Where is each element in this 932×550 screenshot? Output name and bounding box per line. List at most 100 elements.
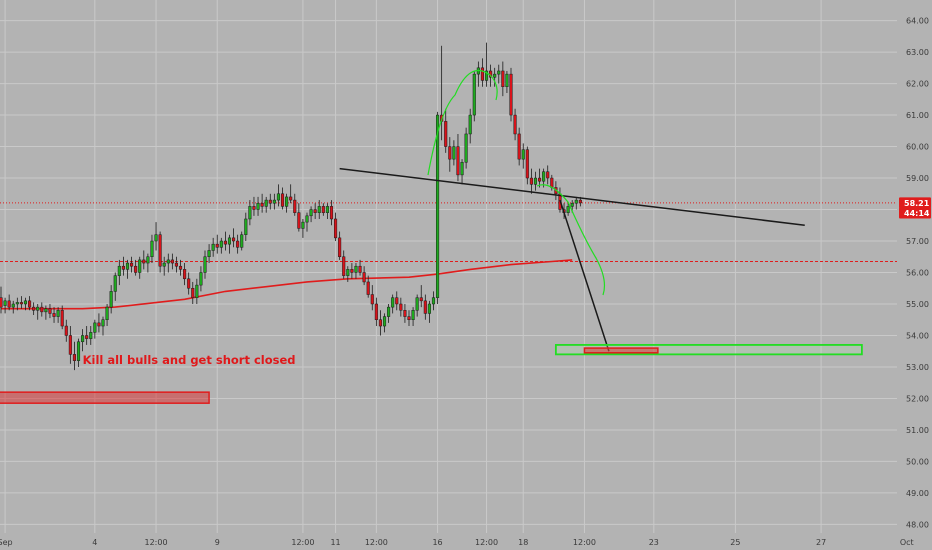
candle-body-up	[105, 306, 109, 320]
x-tick-label: Sep	[0, 538, 13, 547]
candle	[236, 234, 240, 254]
candle	[150, 234, 154, 264]
candle-body-up	[542, 171, 546, 182]
candle	[154, 222, 158, 251]
candle	[252, 196, 256, 216]
candle	[546, 165, 550, 185]
candle	[0, 286, 3, 314]
candle	[574, 196, 578, 210]
candle	[130, 256, 134, 273]
neckline	[339, 167, 805, 227]
candle	[68, 326, 72, 364]
candle-body-down	[480, 67, 484, 81]
candle	[60, 305, 64, 330]
candle	[407, 310, 411, 327]
candle-body-down	[174, 262, 178, 267]
candle	[256, 196, 260, 216]
candle-body-down	[232, 237, 236, 242]
candle	[240, 231, 244, 251]
candle-body-up	[56, 310, 60, 317]
candle-body-up	[11, 303, 15, 308]
candle-body-down	[313, 209, 317, 213]
candle-body-down	[268, 199, 272, 204]
candle	[232, 228, 236, 248]
candle	[403, 303, 407, 323]
zones[interactable]	[0, 344, 863, 404]
price-axis[interactable]: 64.0063.0062.0061.0060.0059.0058.0057.00…	[897, 0, 932, 550]
candle-body-up	[93, 322, 97, 333]
candle	[183, 263, 187, 286]
candle-body-up	[15, 302, 19, 305]
x-tick-label: 12:00	[145, 538, 168, 547]
candle	[387, 303, 391, 323]
candle-body-down	[130, 262, 134, 267]
candle	[117, 259, 121, 286]
candle-body-up	[301, 221, 305, 229]
candle-body-down	[183, 269, 187, 280]
candle	[7, 294, 11, 311]
y-tick-label: 55.00	[906, 300, 929, 309]
projection-line	[559, 199, 610, 352]
time-axis[interactable]: Sep 4 12:00 9 12:00 11 12:00 16 12:00 18 12:00 23 25…	[0, 533, 914, 550]
candle-body-down	[448, 146, 452, 160]
candle	[215, 234, 219, 254]
y-tick-label: 63.00	[906, 48, 929, 57]
candlestick-series	[0, 42, 582, 371]
x-tick-label: 12:00	[475, 538, 498, 547]
candle-body-up	[464, 133, 468, 163]
x-tick-label: 12:00	[573, 538, 596, 547]
candle-body-up	[305, 215, 309, 223]
candle-body-down	[321, 206, 325, 213]
candle	[11, 300, 15, 314]
candle-body-up	[146, 256, 150, 264]
candle	[178, 259, 183, 276]
candle	[399, 297, 403, 317]
green-head-arc	[427, 70, 498, 176]
candle-body-down	[501, 70, 505, 87]
candle-body-down	[60, 310, 64, 327]
y-tick-label: 53.00	[906, 363, 929, 372]
candle-body-up	[203, 256, 207, 273]
candle	[64, 319, 68, 342]
candle-body-up	[162, 262, 166, 267]
y-tick-label: 54.00	[906, 331, 929, 340]
candle-body-down	[525, 149, 529, 179]
candle	[501, 61, 505, 97]
candle-body-up	[166, 259, 170, 264]
candle-body-up	[248, 206, 252, 220]
candle	[158, 231, 162, 273]
candle-body-down	[52, 313, 56, 317]
candle	[223, 231, 227, 251]
candle-body-up	[44, 308, 48, 313]
candle	[529, 168, 533, 194]
candle	[448, 137, 452, 172]
candle	[444, 108, 448, 153]
candle-body-down	[72, 354, 76, 361]
candle	[362, 266, 366, 286]
candle-body-down	[366, 281, 370, 295]
candle-body-up	[285, 196, 289, 207]
candle-body-down	[538, 177, 542, 182]
candle-body-down	[338, 237, 342, 258]
candle	[19, 296, 23, 309]
drawings[interactable]	[339, 70, 805, 352]
candle-body-up	[3, 300, 7, 306]
candle	[493, 67, 497, 87]
candle-body-up	[452, 146, 456, 160]
candle-body-down	[236, 240, 240, 248]
candle-body-down	[350, 269, 354, 273]
candle	[419, 285, 423, 308]
red-target-box	[583, 347, 659, 354]
candle	[3, 297, 7, 314]
candle-body-down	[40, 306, 44, 313]
candle-body-down	[289, 196, 293, 201]
candle-body-up	[309, 209, 313, 217]
candle-body-up	[207, 250, 211, 258]
moving-average	[1, 259, 573, 310]
candle	[382, 313, 387, 333]
candle	[329, 200, 334, 226]
y-tick-label: 57.00	[906, 237, 929, 246]
candle	[15, 297, 19, 311]
